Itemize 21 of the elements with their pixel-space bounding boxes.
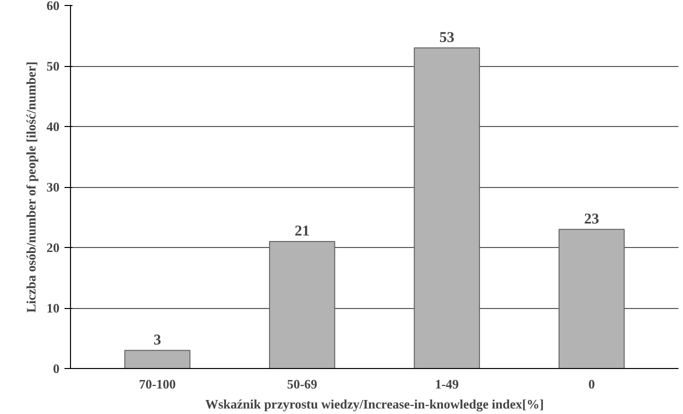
y-tick-label: 30 (46, 180, 60, 194)
y-tick-label: 10 (46, 300, 60, 316)
y-tick-label: 0 (53, 361, 60, 376)
data-label: 21 (294, 223, 310, 240)
data-label: 53 (439, 30, 454, 46)
y-tick-label: 60 (46, 0, 60, 13)
y-tick-label: 50 (46, 58, 60, 74)
x-tick-label: 50-69 (286, 376, 318, 392)
bar (558, 228, 625, 368)
x-tick-label: 0 (588, 376, 595, 392)
y-axis-title: Liczba osób/number of people [ilość/number] (24, 62, 38, 313)
bar (269, 240, 336, 368)
x-axis-title: Wskaźnik przyrostu wiedzy/Increase-in-knowledge index[%] (205, 396, 544, 412)
y-tick-label: 20 (46, 240, 60, 255)
data-label: 3 (154, 332, 162, 348)
bar (414, 47, 480, 368)
bar (124, 350, 190, 368)
y-tick-label: 40 (46, 119, 60, 134)
x-tick-label: 1-49 (434, 376, 460, 392)
data-label: 23 (584, 211, 600, 228)
x-tick-label: 70-100 (138, 376, 176, 392)
